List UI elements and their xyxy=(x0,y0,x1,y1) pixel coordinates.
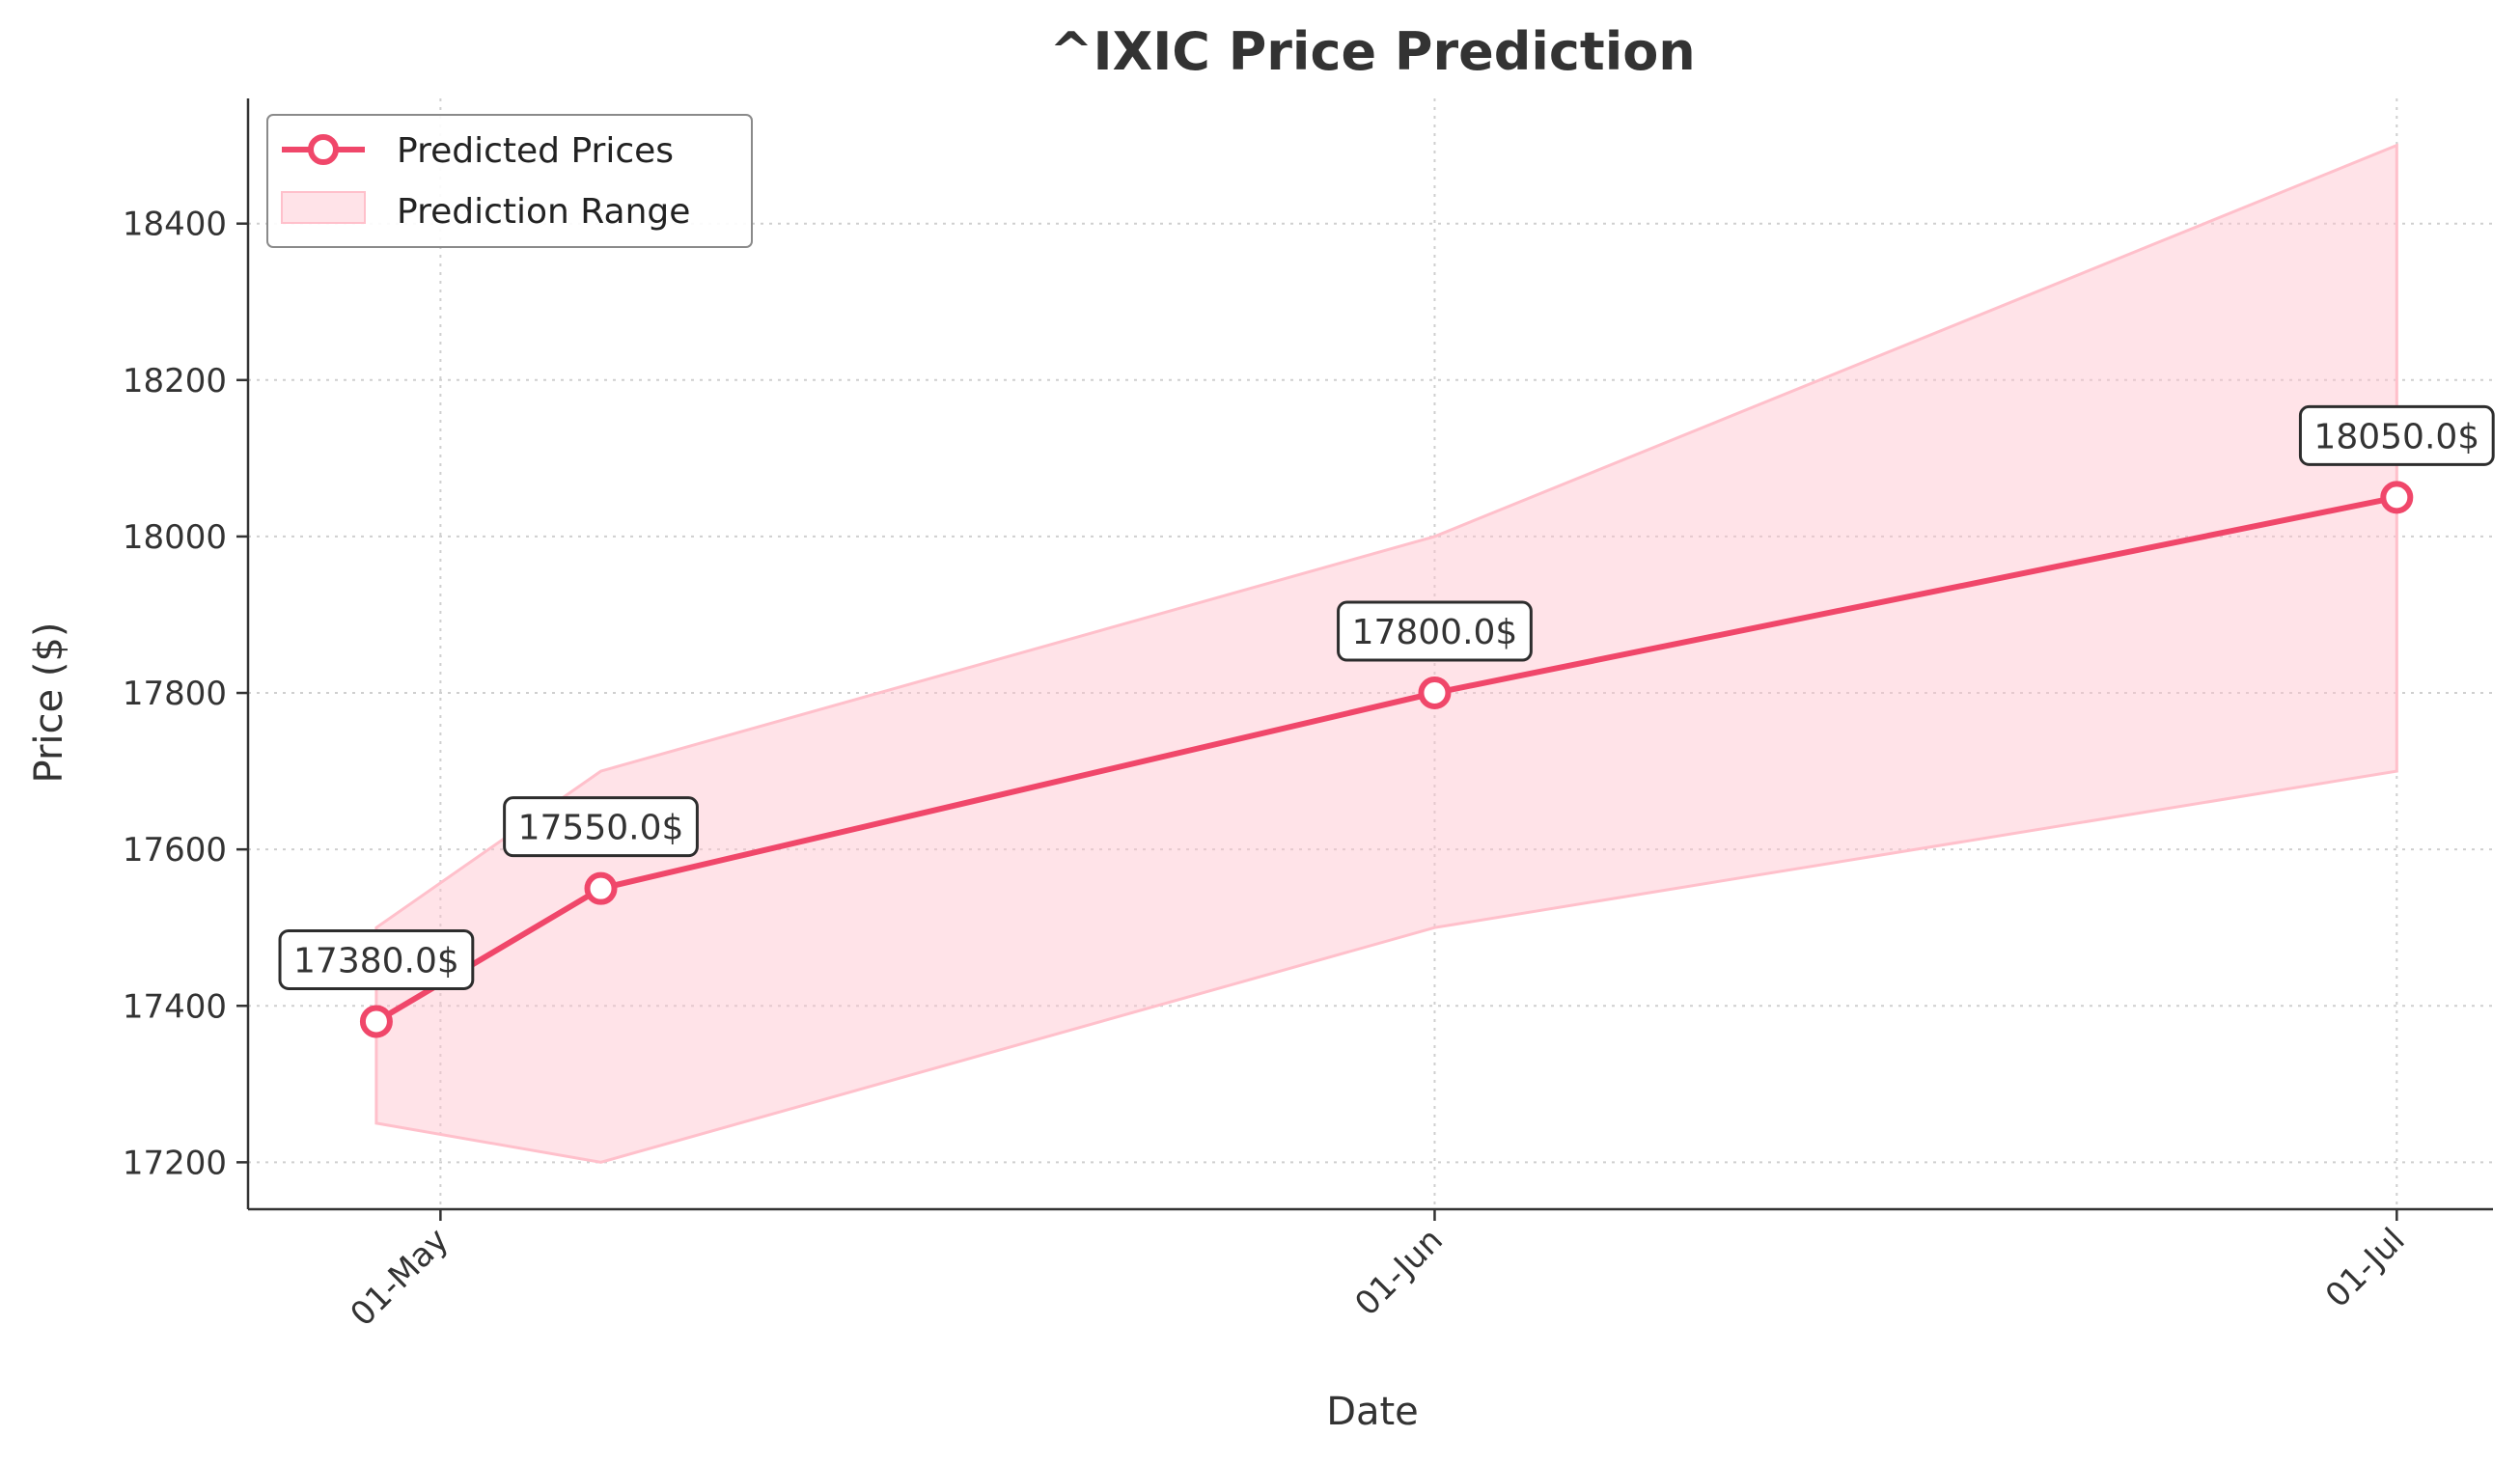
data-label: 17380.0$ xyxy=(278,928,475,990)
data-label-text: 18050.0$ xyxy=(2313,417,2479,456)
data-label: 17800.0$ xyxy=(1337,600,1533,662)
data-point-marker xyxy=(1418,677,1452,710)
x-axis-label: Date xyxy=(1326,1390,1419,1434)
y-tick-label: 18200 xyxy=(123,362,227,401)
markers xyxy=(359,481,2414,1038)
data-labels: 17380.0$ 17550.0$ 17800.0$ 18050.0$ xyxy=(278,404,2495,990)
data-label-box xyxy=(503,796,699,858)
y-tick-label: 18400 xyxy=(123,206,227,244)
y-tick-label: 17200 xyxy=(123,1144,227,1182)
data-label-text: 17550.0$ xyxy=(518,809,684,848)
y-axis-label: Price ($) xyxy=(27,622,71,784)
data-label: 18050.0$ xyxy=(2298,404,2495,466)
y-tick-label: 17600 xyxy=(123,831,227,870)
data-point-marker xyxy=(584,871,618,905)
data-point-marker xyxy=(2380,481,2414,514)
legend-label-range: Prediction Range xyxy=(397,192,690,232)
chart-title: ^IXIC Price Prediction xyxy=(1049,21,1696,82)
legend: Predicted Prices Prediction Range xyxy=(266,114,753,248)
y-tick-label: 17800 xyxy=(123,675,227,713)
legend-box xyxy=(266,114,753,248)
data-label-box xyxy=(278,928,475,990)
axes xyxy=(236,98,2493,1221)
data-label-box xyxy=(2298,404,2495,466)
data-label-text: 17800.0$ xyxy=(1352,613,1518,652)
x-tick-label: 01-May xyxy=(343,1221,456,1334)
legend-marker-swatch xyxy=(308,134,339,165)
data-label-box xyxy=(1337,600,1533,662)
y-tick-label: 17400 xyxy=(123,987,227,1026)
data-point-marker xyxy=(359,1005,393,1038)
legend-area-swatch xyxy=(281,191,366,224)
predicted-prices-line xyxy=(374,494,2397,1025)
y-tick-label: 18000 xyxy=(123,518,227,557)
data-label: 17550.0$ xyxy=(503,796,699,858)
x-tick-label: 01-Jun xyxy=(1347,1221,1450,1323)
x-tick-label: 01-Jul xyxy=(2318,1221,2413,1315)
legend-label-predicted: Predicted Prices xyxy=(397,131,674,171)
data-label-text: 17380.0$ xyxy=(293,941,459,981)
